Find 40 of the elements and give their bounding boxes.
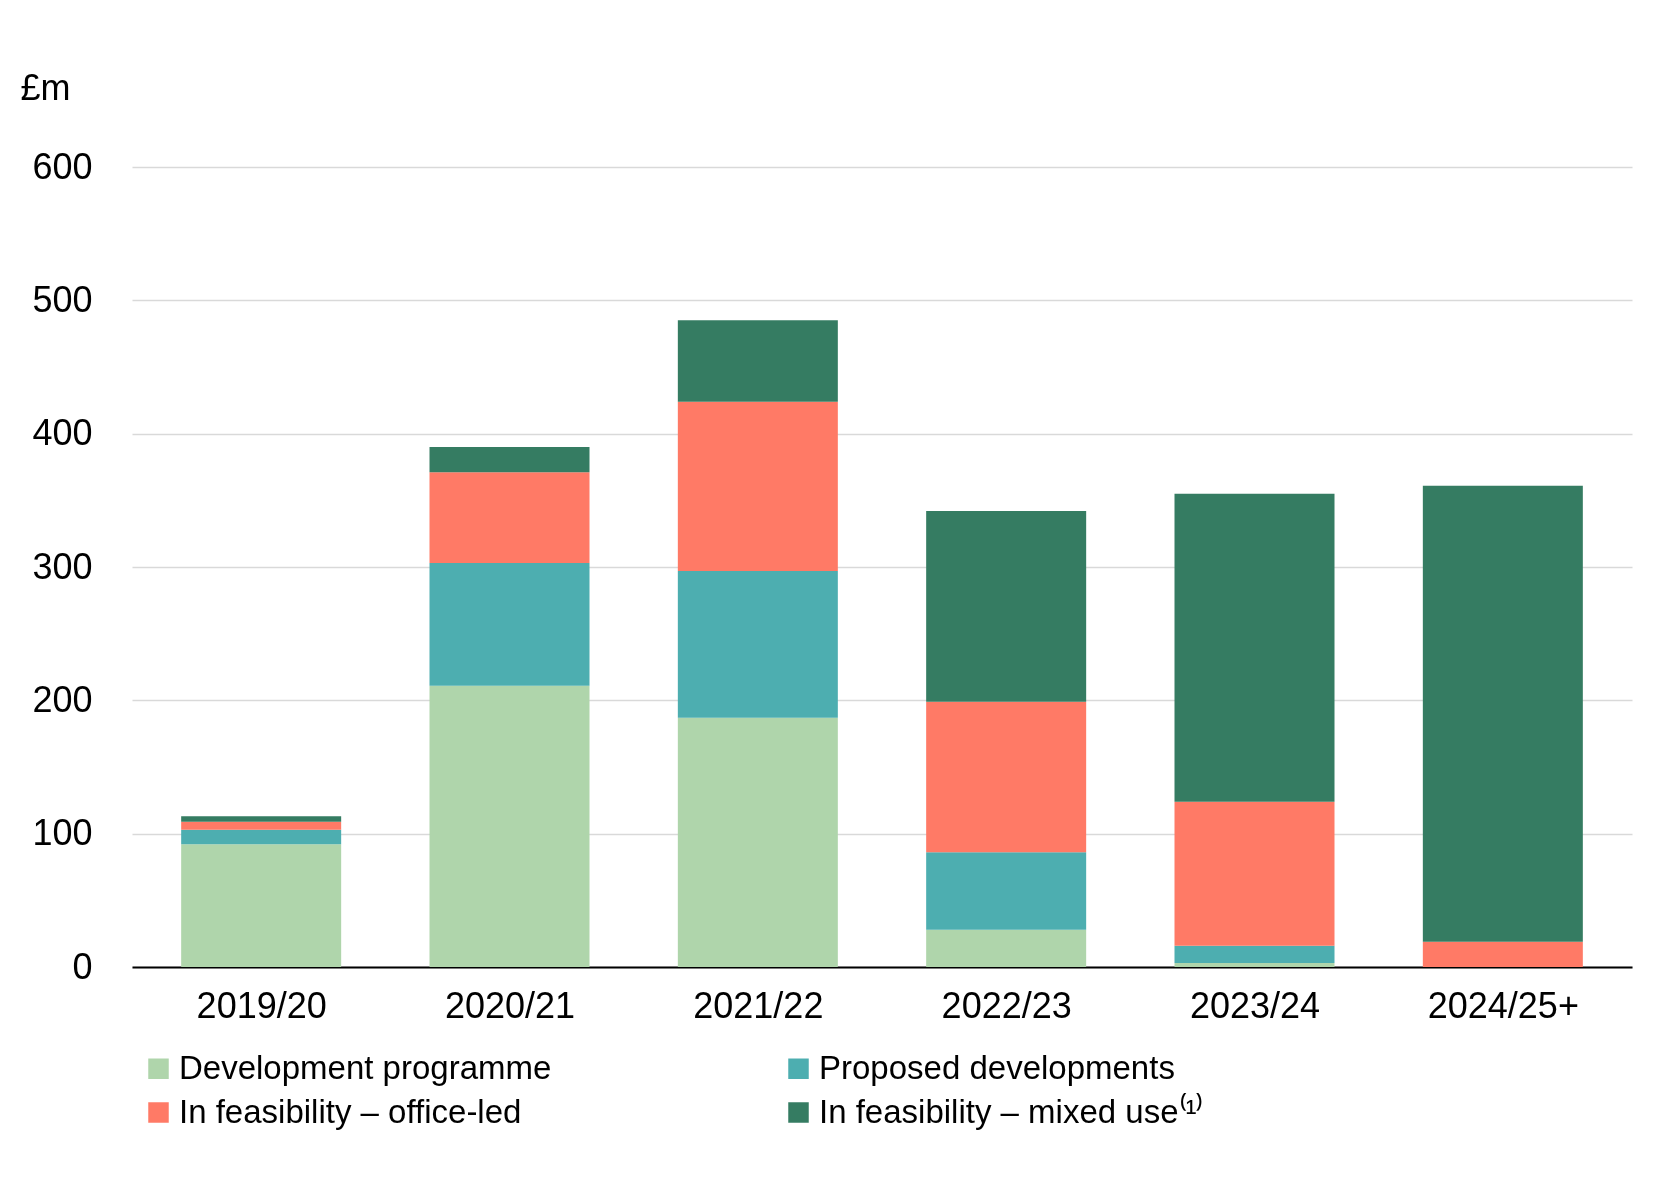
bar	[181, 821, 342, 830]
bar	[926, 852, 1087, 930]
legend-label: Development programme	[179, 1048, 552, 1086]
bar	[181, 816, 342, 822]
bar	[181, 844, 342, 967]
bar	[926, 929, 1087, 967]
bar	[429, 685, 590, 967]
y-tick-label: 300	[32, 545, 93, 587]
legend-label: In feasibility – mixed use⁽¹⁾	[819, 1092, 1204, 1130]
bar	[677, 401, 838, 571]
y-axis-title: £m	[20, 66, 71, 108]
y-tick-label: 0	[72, 945, 93, 987]
bar	[1422, 941, 1583, 967]
bar	[1174, 493, 1335, 802]
x-tick-label: 2024/25+	[1427, 984, 1579, 1026]
bar	[429, 447, 590, 473]
bar	[429, 563, 590, 686]
y-tick-label: 100	[32, 812, 93, 854]
y-tick-label: 600	[32, 145, 93, 187]
bar	[1174, 963, 1335, 967]
legend-label: In feasibility – office-led	[179, 1092, 522, 1130]
y-tick-label: 200	[32, 678, 93, 720]
x-tick-label: 2023/24	[1189, 984, 1321, 1026]
bar	[181, 829, 342, 845]
x-tick-label: 2022/23	[941, 984, 1072, 1026]
bar	[677, 320, 838, 402]
bar	[677, 571, 838, 718]
bar	[1422, 485, 1583, 942]
y-tick-label: 500	[32, 278, 93, 320]
legend-label: Proposed developments	[819, 1048, 1175, 1086]
x-tick-label: 2019/20	[196, 984, 327, 1026]
x-tick-label: 2020/21	[444, 984, 576, 1026]
bar	[429, 472, 590, 563]
bar	[677, 717, 838, 967]
bar	[926, 511, 1087, 702]
x-tick-label: 2021/22	[693, 984, 824, 1026]
bar	[1174, 801, 1335, 946]
bar	[926, 701, 1087, 853]
y-tick-label: 400	[32, 412, 93, 454]
bar	[1174, 945, 1335, 963]
